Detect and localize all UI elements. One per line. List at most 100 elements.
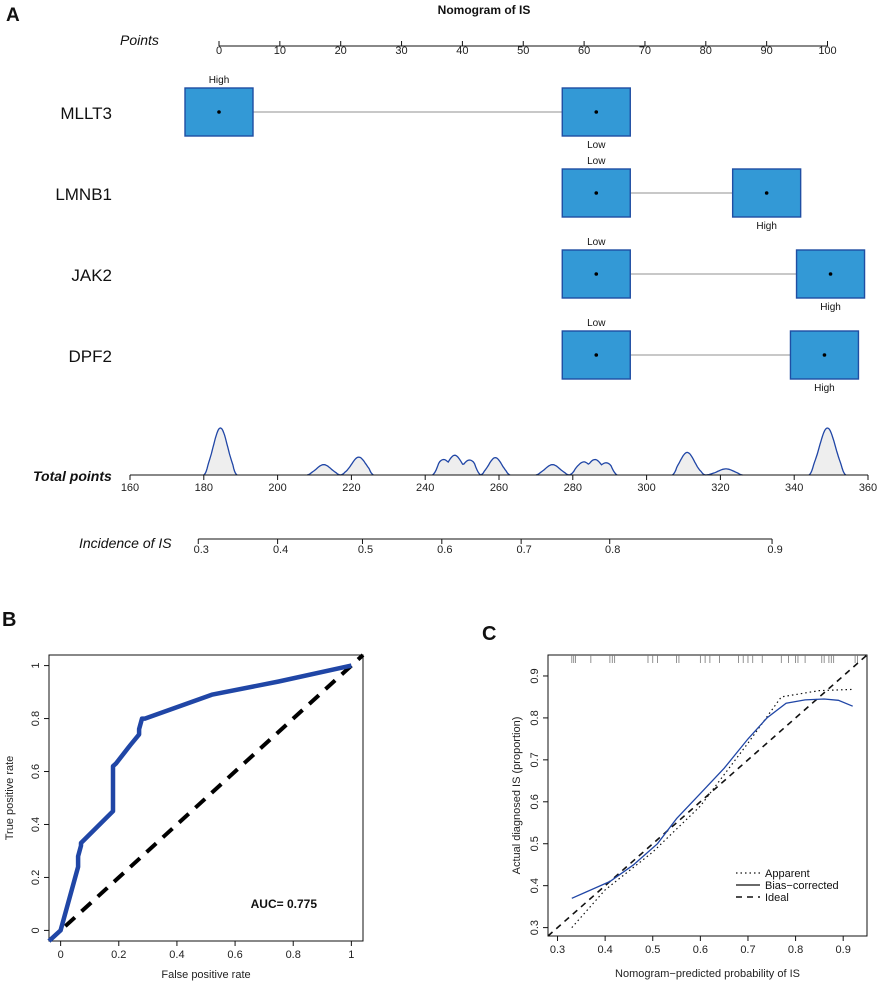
density-fill xyxy=(809,428,846,475)
auc-annotation: AUC= 0.775 xyxy=(251,897,318,911)
points-tick-label: 0 xyxy=(216,45,222,57)
density-curve xyxy=(672,451,706,476)
incidence-tick-label: 0.6 xyxy=(437,544,452,556)
density-curve xyxy=(203,427,238,476)
roc-y-tick-label: 0.8 xyxy=(30,711,42,726)
points-tick-label: 100 xyxy=(818,45,836,57)
density-curve xyxy=(705,468,743,476)
density-curve xyxy=(432,454,482,476)
total-points-tick-label: 260 xyxy=(490,482,508,494)
total-points-tick-label: 340 xyxy=(785,482,803,494)
calibration-x-tick-label: 0.7 xyxy=(740,944,755,956)
points-tick-label: 80 xyxy=(700,45,712,57)
total-points-tick-label: 220 xyxy=(342,482,360,494)
density-curve xyxy=(568,458,618,476)
density-curve xyxy=(306,464,341,476)
roc-y-axis-label: True positive rate xyxy=(4,756,16,841)
density-fill xyxy=(307,464,341,475)
total-points-tick-label: 160 xyxy=(121,482,139,494)
roc-y-tick-label: 0 xyxy=(30,927,42,933)
predictor-level-label: High xyxy=(814,383,835,394)
points-tick-label: 50 xyxy=(517,45,529,57)
calibration-chart: 0.3 0.4 0.5 0.6 0.7 0.8 0.9 0.3 0.4 0.5 0.6 0.7 0.8 0… xyxy=(511,654,868,980)
points-tick-label: 30 xyxy=(395,45,407,57)
predictor-level-label: Low xyxy=(587,140,606,151)
density-fill xyxy=(340,457,374,475)
points-axis-label: Points xyxy=(120,32,159,48)
predictor-name: MLLT3 xyxy=(60,104,112,123)
roc-chart: 0 0.2 0.4 0.6 0.8 1 0 0.2 0.4 0.6 0.8 1 False positi… xyxy=(4,653,365,981)
density-curve xyxy=(340,456,374,476)
calibration-y-tick-label: 0.5 xyxy=(529,836,541,851)
roc-plot-frame xyxy=(48,654,364,942)
predictor-level-dot xyxy=(594,353,599,357)
roc-x-tick-label: 0 xyxy=(58,949,64,961)
points-tick-label: 90 xyxy=(761,45,773,57)
incidence-tick-label: 0.3 xyxy=(194,544,209,556)
density-curve xyxy=(480,456,511,476)
incidence-tick-label: 0.7 xyxy=(516,544,531,556)
roc-x-axis-label: False positive rate xyxy=(161,969,250,981)
roc-y-tick-label: 1 xyxy=(30,663,42,669)
roc-y-tick-label: 0.4 xyxy=(30,817,42,832)
calibration-bias-corrected-line xyxy=(571,698,853,899)
total-points-tick-label: 280 xyxy=(564,482,582,494)
calibration-y-tick-label: 0.8 xyxy=(529,710,541,725)
calibration-x-axis-label: Nomogram−predicted probability of IS xyxy=(615,968,800,980)
calibration-x-tick-label: 0.5 xyxy=(645,944,660,956)
predictor-level-dot xyxy=(217,110,221,114)
density-curve xyxy=(535,464,570,476)
roc-y-tick-label: 0.6 xyxy=(30,764,42,779)
calibration-apparent-line xyxy=(571,688,853,928)
predictor-level-label: Low xyxy=(587,237,606,248)
density-fill xyxy=(203,428,237,475)
panel-label-a: A xyxy=(6,5,20,26)
density-fill xyxy=(480,457,511,475)
predictor-level-label: Low xyxy=(587,156,606,167)
calibration-plot-frame xyxy=(547,654,868,937)
roc-x-tick-label: 0.4 xyxy=(169,949,184,961)
calibration-y-tick-label: 0.9 xyxy=(529,668,541,683)
predictor-level-dot xyxy=(594,191,599,195)
roc-x-tick-label: 1 xyxy=(348,949,354,961)
density-fill xyxy=(535,464,570,475)
total-points-tick-label: 300 xyxy=(637,482,655,494)
total-points-tick-label: 320 xyxy=(711,482,729,494)
roc-x-tick-label: 0.8 xyxy=(286,949,301,961)
predictor-level-dot xyxy=(594,272,599,276)
nomogram-title: Nomogram of IS xyxy=(438,3,531,17)
predictor-name: DPF2 xyxy=(69,347,112,366)
incidence-tick-label: 0.8 xyxy=(605,544,620,556)
incidence-tick-label: 0.9 xyxy=(767,544,782,556)
incidence-tick-label: 0.4 xyxy=(273,544,288,556)
calibration-y-tick-label: 0.7 xyxy=(529,752,541,767)
roc-y-tick-label: 0.2 xyxy=(30,870,42,885)
legend-label: Ideal xyxy=(765,892,789,904)
predictor-level-label: Low xyxy=(587,318,606,329)
roc-x-tick-label: 0.6 xyxy=(227,949,242,961)
panel-label-b: B xyxy=(2,609,16,631)
predictor-level-dot xyxy=(764,191,769,195)
total-points-tick-label: 180 xyxy=(195,482,213,494)
density-fill xyxy=(705,468,743,475)
total-points-tick-label: 200 xyxy=(268,482,286,494)
points-tick-label: 40 xyxy=(456,45,468,57)
predictor-level-dot xyxy=(594,110,599,114)
incidence-axis-label: Incidence of IS xyxy=(79,535,172,551)
density-curve xyxy=(808,427,847,476)
calibration-y-tick-label: 0.4 xyxy=(529,878,541,893)
roc-curve xyxy=(47,663,352,943)
points-tick-label: 20 xyxy=(335,45,347,57)
predictor-name: LMNB1 xyxy=(55,185,112,204)
legend-label: Apparent xyxy=(765,868,810,880)
density-fill xyxy=(432,455,481,475)
panel-label-c: C xyxy=(482,623,496,645)
predictor-level-dot xyxy=(822,353,827,357)
calibration-x-tick-label: 0.3 xyxy=(550,944,565,956)
density-fill xyxy=(672,452,706,475)
total-points-axis-label: Total points xyxy=(33,468,112,484)
calibration-x-tick-label: 0.4 xyxy=(597,944,612,956)
calibration-ideal-line xyxy=(547,654,868,937)
calibration-x-tick-label: 0.6 xyxy=(693,944,708,956)
